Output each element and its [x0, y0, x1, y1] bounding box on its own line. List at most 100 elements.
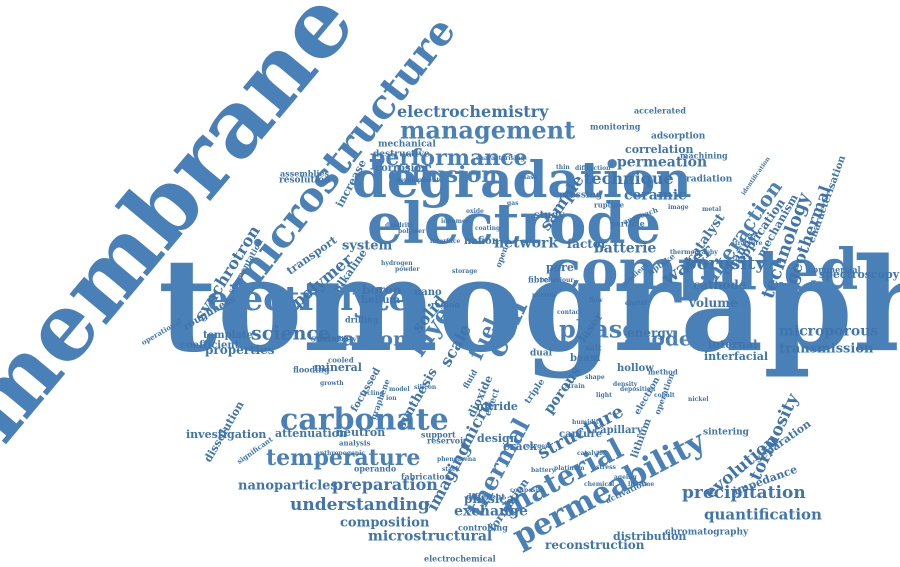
cloud-word-analysis: analysis	[339, 438, 371, 448]
cloud-word-commercial: commercial	[808, 264, 861, 275]
cloud-word-mass: mass	[520, 174, 537, 182]
cloud-word-capture: capture	[559, 428, 603, 440]
cloud-word-catalytic: catalytic	[577, 450, 606, 458]
cloud-word-electrolyte: electrolyte	[207, 279, 411, 320]
cloud-word-cycling: cycling	[360, 390, 384, 398]
cloud-word-thermography: thermography	[670, 249, 718, 257]
cloud-word-surface: surface	[311, 334, 349, 345]
cloud-word-understanding: understanding	[290, 495, 430, 516]
cloud-word-corrosion: corrosion	[375, 162, 429, 174]
cloud-word-flow: flow	[589, 297, 603, 305]
cloud-word-salt: salt	[585, 342, 602, 353]
cloud-word-fabrication: fabrication	[401, 471, 451, 482]
cloud-word-fibre: fibre	[528, 274, 549, 285]
cloud-word-gas: gas	[507, 200, 519, 208]
cloud-word-anthropogenic: anthropogenic	[316, 450, 366, 458]
cloud-word-boron: boron	[362, 283, 402, 298]
cloud-word-electrochemistry: electrochemistry	[397, 101, 549, 121]
cloud-word-platinum: platinum	[554, 465, 585, 473]
cloud-word-porosity: porosity	[684, 253, 766, 275]
cloud-word-humidity: humidity	[572, 419, 603, 427]
cloud-word-region: region	[431, 299, 461, 310]
cloud-word-storage: storage	[452, 268, 478, 276]
cloud-word-particle: particle	[610, 218, 645, 229]
cloud-word-oxygen: oxygen	[526, 443, 550, 451]
cloud-word-silicon: silicon	[414, 384, 437, 392]
cloud-word-factor: factor	[567, 237, 608, 252]
cloud-word-monitoring: monitoring	[590, 121, 641, 132]
cloud-word-composite: composite	[510, 487, 545, 495]
cloud-word-carbonate: carbonate	[280, 402, 449, 438]
cloud-word-study: study	[534, 209, 565, 221]
cloud-word-attenuation: attenuation	[275, 426, 348, 440]
cloud-word-light: light	[596, 392, 612, 400]
cloud-word-beam: beam	[570, 352, 601, 364]
cloud-word-degradation: degradation	[352, 150, 692, 209]
cloud-word-helium: helium	[361, 294, 401, 306]
cloud-word-characterising: characterising	[476, 155, 525, 163]
cloud-word-composition: composition	[340, 515, 430, 531]
cloud-word-drilling: drilling	[345, 314, 379, 325]
cloud-word-interface: interface	[430, 238, 461, 246]
cloud-word-internal: internal	[708, 337, 758, 351]
cloud-word-fracture: fracture	[735, 240, 763, 248]
cloud-word-metal: metal	[702, 206, 722, 214]
cloud-word-correlation: correlation	[625, 142, 694, 156]
cloud-word-batterie: batterie	[594, 240, 657, 257]
cloud-word-ion: ion	[386, 395, 397, 403]
cloud-word-battery: battery	[531, 467, 556, 475]
cloud-word-image: image	[668, 204, 689, 212]
cloud-word-permeation: permeation	[617, 154, 708, 171]
cloud-word-resolution: resolution	[279, 175, 331, 186]
cloud-word-quantification: quantification	[704, 505, 822, 524]
cloud-word-powder: powder	[395, 266, 420, 274]
cloud-word-cooled: cooled	[328, 355, 354, 365]
cloud-word-deposition: deposition	[620, 386, 656, 394]
cloud-word-nano: nano	[414, 286, 442, 298]
cloud-word-machining: machining	[680, 150, 728, 161]
cloud-word-nickel: nickel	[688, 396, 709, 404]
cloud-word-cobalt: cobalt	[654, 392, 675, 400]
cloud-word-method: method	[648, 367, 678, 377]
cloud-word-management: management	[400, 115, 576, 145]
cloud-word-flooding: flooding	[293, 364, 330, 375]
cloud-word-precipitation: precipitation	[682, 483, 806, 504]
cloud-word-destructive: destructive	[373, 149, 430, 160]
cloud-word-pressing: pressing	[559, 190, 603, 201]
cloud-word-phase: phase	[559, 314, 638, 344]
cloud-word-radiation: radiation	[686, 174, 733, 185]
cloud-word-stress: stress	[596, 464, 616, 472]
cloud-word-chromatography: chromatography	[665, 527, 749, 538]
cloud-word-different: different	[466, 491, 506, 502]
cloud-word-nafion: nafion	[464, 235, 499, 247]
cloud-word-polymer: polymer	[398, 228, 426, 236]
cloud-word-electrode: electrode	[367, 191, 662, 258]
cloud-word-nitride: nitride	[476, 399, 518, 413]
cloud-word-durability: durability	[318, 334, 357, 344]
cloud-word-nanoparticles: nanoparticles	[238, 478, 338, 494]
cloud-word-adsorption: adsorption	[651, 131, 706, 142]
cloud-word-lifetime: lifetime	[628, 481, 655, 489]
cloud-word-coefficient: coefficient	[180, 339, 240, 351]
cloud-word-preparation: preparation	[332, 474, 438, 494]
cloud-word-strain: strain	[565, 383, 585, 391]
cloud-word-temperature: temperature	[266, 444, 421, 471]
cloud-word-dendrite: dendrite	[385, 222, 414, 230]
cloud-word-capillary: capillary	[594, 424, 643, 436]
cloud-word-chemical: chemical	[584, 481, 615, 489]
cloud-word-science: science	[251, 322, 331, 345]
cloud-word-electrochemical: electrochemical	[424, 553, 496, 564]
cloud-word-physical: physical	[464, 492, 520, 507]
cloud-word-ionomer: ionomer	[441, 218, 469, 226]
cloud-word-exchange: exchange	[454, 503, 528, 520]
cloud-word-development: development	[396, 177, 440, 185]
cloud-word-cathode: cathode	[693, 278, 747, 293]
cloud-word-transmission: transmission	[779, 341, 874, 357]
cloud-word-microporous: microporous	[779, 323, 879, 340]
cloud-word-model: model	[389, 386, 410, 394]
cloud-word-interfacial: interfacial	[704, 349, 769, 363]
cloud-word-oxide: oxide	[466, 208, 484, 216]
cloud-word-system: system	[342, 238, 393, 254]
cloud-word-digital: digital	[625, 300, 647, 308]
